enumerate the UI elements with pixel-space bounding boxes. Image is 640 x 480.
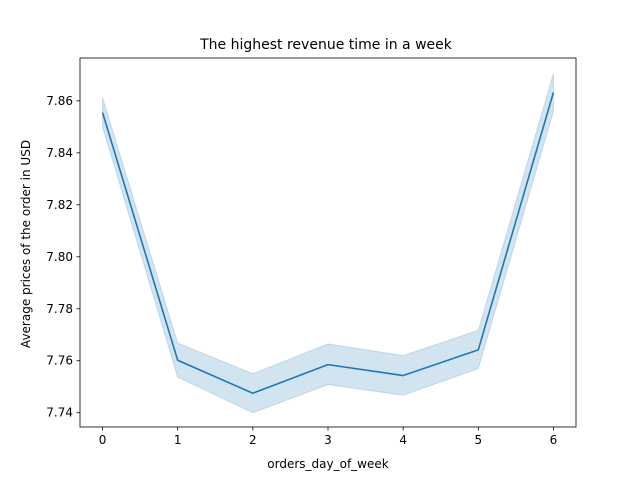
x-tick-label: 4 <box>399 433 407 447</box>
y-tick-label: 7.84 <box>46 146 73 160</box>
x-tick-label: 0 <box>99 433 107 447</box>
y-tick-label: 7.74 <box>46 406 73 420</box>
x-tick-label: 2 <box>249 433 257 447</box>
x-tick-label: 5 <box>474 433 482 447</box>
x-tick-label: 1 <box>174 433 182 447</box>
chart-title: The highest revenue time in a week <box>199 37 453 53</box>
y-tick-label: 7.76 <box>46 354 73 368</box>
x-tick-label: 6 <box>550 433 558 447</box>
confidence-band <box>102 73 554 414</box>
y-axis: 7.74 7.76 7.78 7.80 7.82 7.84 7.86 <box>46 94 80 420</box>
x-axis-label: orders_day_of_week <box>267 457 388 471</box>
x-axis: 0 1 2 3 4 5 6 <box>99 427 558 447</box>
x-tick-label: 3 <box>324 433 332 447</box>
y-axis-label: Average prices of the order in USD <box>19 140 33 348</box>
y-tick-label: 7.78 <box>46 302 73 316</box>
plot-area <box>79 57 577 428</box>
y-tick-label: 7.80 <box>46 250 73 264</box>
y-tick-label: 7.86 <box>46 94 73 108</box>
y-tick-label: 7.82 <box>46 198 73 212</box>
series-line <box>101 92 555 395</box>
